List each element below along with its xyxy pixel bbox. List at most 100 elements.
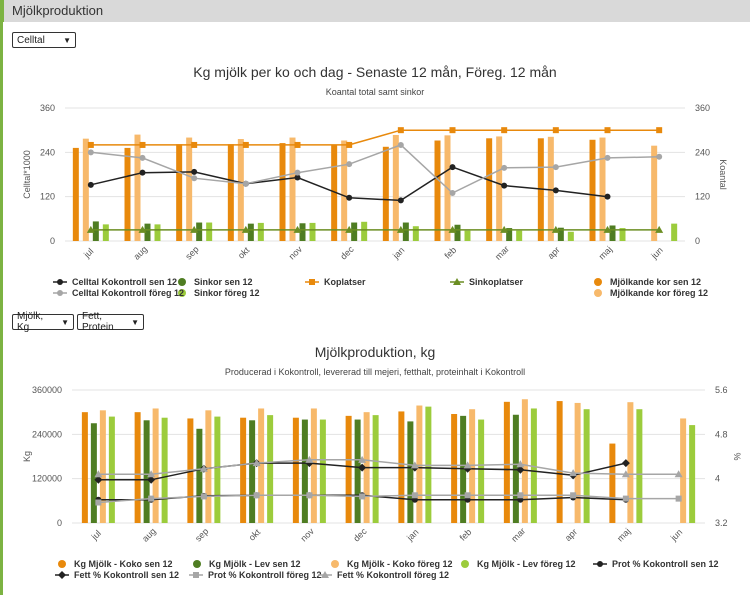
bar-sinkor-f-reg-12 [361, 221, 368, 241]
legend-marker [594, 278, 602, 286]
y-right-tick-label: 0 [695, 236, 700, 246]
point-prot-kokontroll-f-reg-12 [570, 492, 577, 499]
bar-kg-mj-lk-lev-f-reg-12 [108, 416, 115, 523]
point-koplatser [397, 127, 404, 134]
bar-kg-mj-lk-lev-sen-12 [460, 415, 467, 523]
bar-kg-mj-lk-koko-f-reg-12 [258, 408, 265, 523]
chart1-metric-select-value: Celltal [17, 34, 45, 46]
legend-marker [309, 279, 315, 285]
bar-mj-lkande-kor-sen-12 [486, 138, 493, 241]
y-axis-label: Celltal*1000 [22, 150, 32, 199]
point-fett-kokontroll-f-reg-12 [463, 461, 472, 469]
y-tick-label: 0 [50, 236, 55, 246]
point-prot-kokontroll-f-reg-12 [253, 492, 260, 499]
x-tick-label: nov [287, 244, 305, 262]
bar-kg-mj-lk-lev-f-reg-12 [478, 419, 485, 523]
bar-sinkor-sen-12 [351, 222, 358, 241]
chart-subtitle: Koantal total samt sinkor [326, 87, 425, 97]
bar-kg-mj-lk-koko-f-reg-12 [416, 405, 423, 523]
bar-mj-lkande-kor-f-reg-12 [496, 136, 503, 241]
chart2-unit-select-value: Mjölk, Kg [17, 311, 44, 333]
bar-mj-lkande-kor-f-reg-12 [237, 139, 244, 241]
legend-marker [331, 560, 339, 568]
bar-mj-lkande-kor-f-reg-12 [289, 137, 296, 241]
legend-label: Kg Mjölk - Lev föreg 12 [477, 559, 576, 569]
point-celltal-kokontroll-f-reg-12 [294, 169, 301, 176]
point-celltal-kokontroll-f-reg-12 [346, 161, 353, 168]
bar-kg-mj-lk-lev-f-reg-12 [636, 409, 643, 523]
point-prot-kokontroll-f-reg-12 [200, 493, 207, 500]
bar-sinkor-f-reg-12 [257, 222, 264, 241]
point-celltal-kokontroll-sen-12 [139, 169, 146, 176]
point-koplatser [242, 141, 249, 148]
chevron-down-icon: ▼ [61, 317, 69, 327]
bar-kg-mj-lk-koko-f-reg-12 [627, 402, 634, 523]
chart2-component-select[interactable]: Fett, Protein ▼ [77, 311, 144, 333]
legend-marker [57, 279, 63, 285]
bar-kg-mj-lk-koko-f-reg-12 [680, 418, 687, 523]
x-tick-label: aug [132, 244, 150, 262]
bar-sinkor-f-reg-12 [464, 230, 471, 241]
line-fett-kokontroll-f-reg-12 [98, 459, 679, 475]
legend-marker [193, 572, 199, 578]
point-koplatser [501, 127, 508, 134]
point-koplatser [604, 127, 611, 134]
bar-sinkor-f-reg-12 [154, 224, 161, 241]
legend-label: Sinkor sen 12 [194, 277, 253, 287]
point-sinkoplatser [241, 225, 250, 233]
point-prot-kokontroll-f-reg-12 [95, 499, 102, 506]
point-koplatser [191, 141, 198, 148]
point-sinkoplatser [345, 225, 354, 233]
legend-label: Sinkoplatser [469, 277, 524, 287]
x-tick-label: okt [236, 245, 252, 261]
y-tick-label: 360 [40, 103, 55, 113]
point-celltal-kokontroll-f-reg-12 [656, 153, 663, 160]
y-axis-label: Kg [22, 451, 32, 462]
legend-marker [57, 290, 63, 296]
x-tick-label: jun [668, 527, 684, 543]
bar-kg-mj-lk-lev-sen-12 [143, 420, 150, 523]
point-prot-kokontroll-f-reg-12 [306, 492, 313, 499]
y-tick-label: 360000 [32, 385, 62, 395]
bar-sinkor-sen-12 [299, 223, 306, 241]
legend-marker [461, 560, 469, 568]
chart1-metric-select[interactable]: Celltal ▼ [12, 32, 76, 48]
y-tick-label: 240 [40, 147, 55, 157]
bar-mj-lkande-kor-f-reg-12 [599, 137, 606, 241]
point-koplatser [87, 141, 94, 148]
bar-sinkor-f-reg-12 [206, 222, 213, 241]
point-sinkoplatser [293, 225, 302, 233]
point-fett-kokontroll-sen-12 [516, 465, 525, 474]
bar-kg-mj-lk-koko-sen-12 [345, 415, 352, 523]
point-prot-kokontroll-f-reg-12 [359, 493, 366, 500]
bar-mj-lkande-kor-f-reg-12 [392, 134, 399, 241]
bar-sinkor-sen-12 [609, 225, 616, 241]
point-fett-kokontroll-f-reg-12 [305, 455, 314, 463]
x-tick-label: okt [247, 527, 263, 543]
y-right-tick-label: 240 [695, 147, 710, 157]
chart2-unit-select[interactable]: Mjölk, Kg ▼ [12, 311, 74, 333]
bar-sinkor-sen-12 [144, 223, 151, 241]
bar-kg-mj-lk-koko-f-reg-12 [99, 410, 106, 523]
line-koplatser [90, 129, 660, 146]
bar-kg-mj-lk-lev-f-reg-12 [372, 415, 379, 523]
point-sinkoplatser [551, 225, 560, 233]
x-tick-label: dec [351, 526, 369, 544]
x-tick-label: jan [404, 527, 420, 543]
point-celltal-kokontroll-f-reg-12 [552, 164, 559, 171]
point-fett-kokontroll-f-reg-12 [569, 469, 578, 477]
legend-label: Kg Mjölk - Koko sen 12 [74, 559, 173, 569]
bar-sinkor-sen-12 [506, 228, 513, 241]
bar-kg-mj-lk-lev-f-reg-12 [530, 408, 537, 523]
point-koplatser [139, 141, 146, 148]
y-right-tick-label: 4.8 [715, 429, 728, 439]
legend-marker [58, 560, 66, 568]
x-tick-label: jul [89, 528, 103, 542]
bar-mj-lkande-kor-sen-12 [589, 139, 596, 241]
y-tick-label: 0 [57, 518, 62, 528]
point-sinkoplatser [396, 225, 405, 233]
chart-subtitle: Producerad i Kokontroll, levererad till … [225, 367, 525, 377]
point-sinkoplatser [86, 225, 95, 233]
bar-kg-mj-lk-lev-f-reg-12 [319, 419, 326, 523]
bar-sinkor-sen-12 [196, 222, 203, 241]
